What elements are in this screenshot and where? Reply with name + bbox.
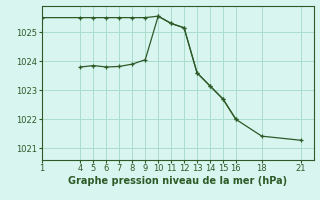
X-axis label: Graphe pression niveau de la mer (hPa): Graphe pression niveau de la mer (hPa) bbox=[68, 176, 287, 186]
